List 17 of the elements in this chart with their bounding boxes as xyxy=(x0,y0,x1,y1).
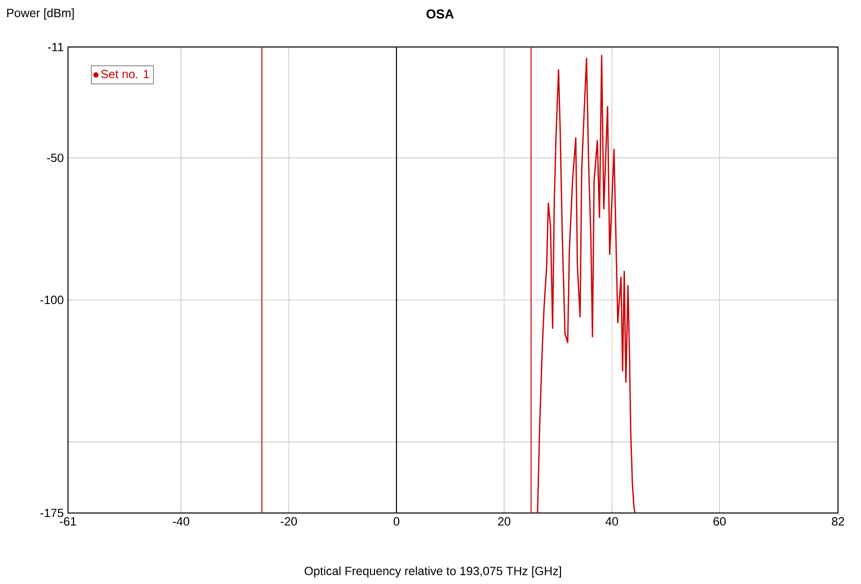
x-tick-label: 40 xyxy=(605,517,618,526)
x-axis-title: Optical Frequency relative to 193,075 THz [GHz] xyxy=(304,566,562,578)
x-tick-label: -20 xyxy=(280,517,297,526)
line-series xyxy=(536,54,636,513)
x-tick-label: 82 xyxy=(832,517,844,526)
x-tick-label: 20 xyxy=(498,517,510,526)
y-axis-title: Power [dBm] xyxy=(7,8,74,20)
legend-label: Set no. 1 xyxy=(101,70,149,78)
y-tick-label: -100 xyxy=(40,296,64,304)
x-tick-label: -40 xyxy=(172,517,190,526)
x-tick-label: 60 xyxy=(714,517,726,526)
y-tick-label: -50 xyxy=(47,154,64,162)
x-tick-label: -61 xyxy=(60,517,76,526)
y-tick-label: -175 xyxy=(40,508,64,518)
y-tick-label: -11 xyxy=(48,42,64,52)
x-tick-label: 0 xyxy=(394,517,400,526)
chart-title: OSA xyxy=(426,9,454,19)
